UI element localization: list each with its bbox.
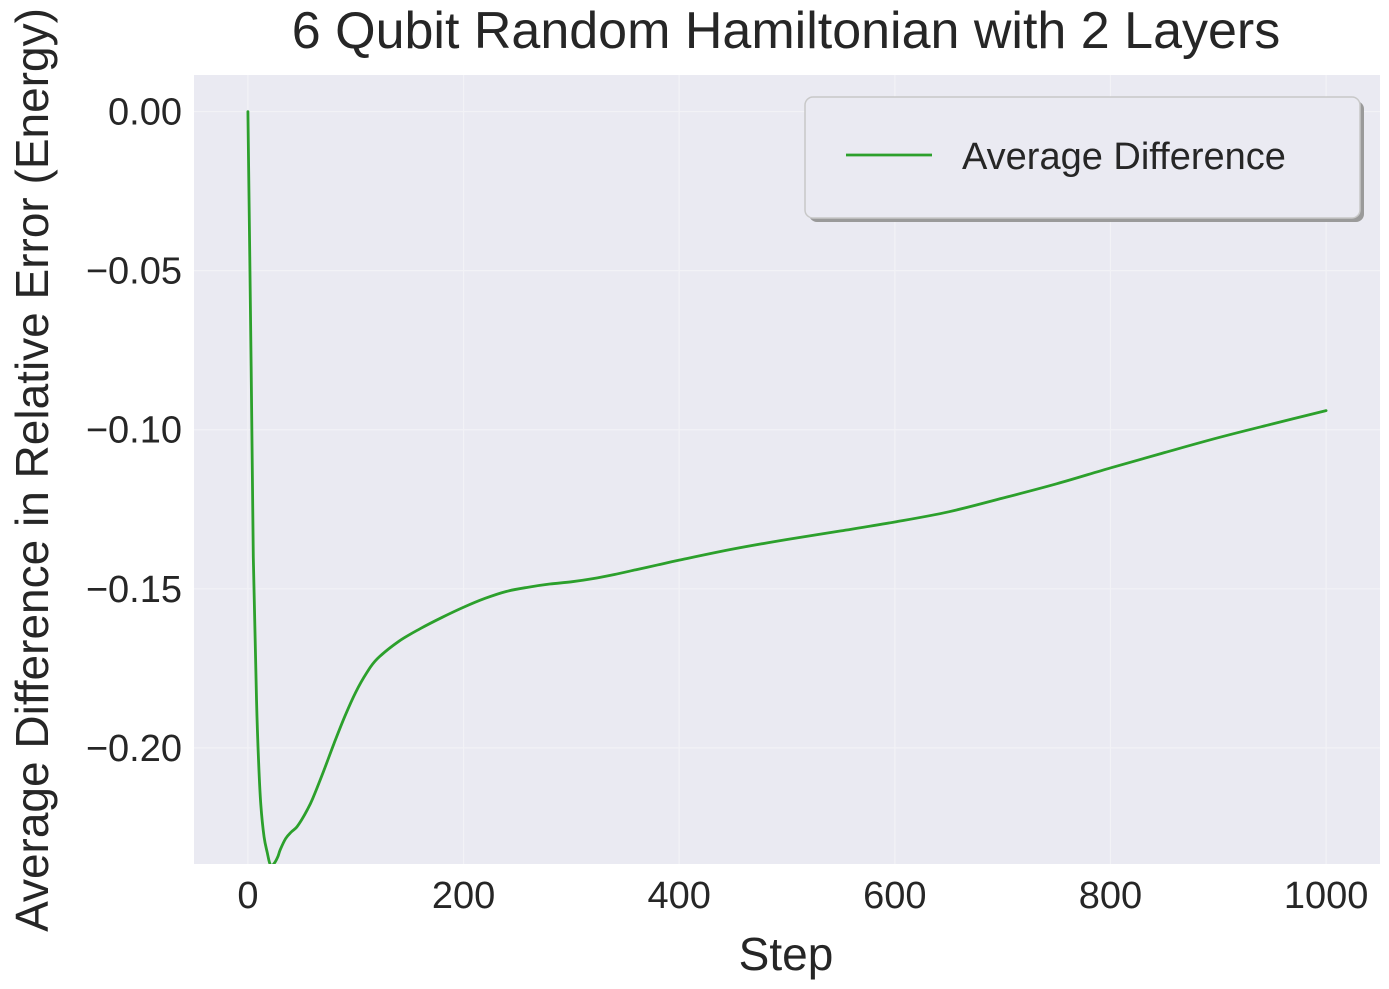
y-tick-label: 0.00	[108, 92, 182, 134]
series-line-average-difference	[246, 110, 1328, 864]
x-tick-label: 200	[432, 875, 495, 917]
y-tick-label: −0.15	[86, 569, 182, 611]
x-tick-label: 1000	[1284, 875, 1369, 917]
x-tick-label: 600	[863, 875, 926, 917]
y-tick-label: −0.05	[86, 251, 182, 293]
legend: Average Difference	[804, 96, 1364, 222]
x-tick-labels: 0 200 400 600 800 1000	[237, 875, 1368, 917]
chart-title: 6 Qubit Random Hamiltonian with 2 Layers	[292, 2, 1280, 60]
x-tick-label: 800	[1079, 875, 1142, 917]
legend-label-average-difference: Average Difference	[962, 136, 1286, 178]
y-axis-label: Average Difference in Relative Error (En…	[6, 8, 58, 932]
legend-box	[804, 96, 1361, 219]
y-tick-labels: 0.00 −0.05 −0.10 −0.15 −0.20	[86, 92, 182, 770]
x-tick-label: 400	[647, 875, 710, 917]
y-tick-label: −0.20	[86, 728, 182, 770]
x-tick-label: 0	[237, 875, 258, 917]
y-tick-label: −0.10	[86, 410, 182, 452]
x-axis-label: Step	[739, 928, 834, 980]
